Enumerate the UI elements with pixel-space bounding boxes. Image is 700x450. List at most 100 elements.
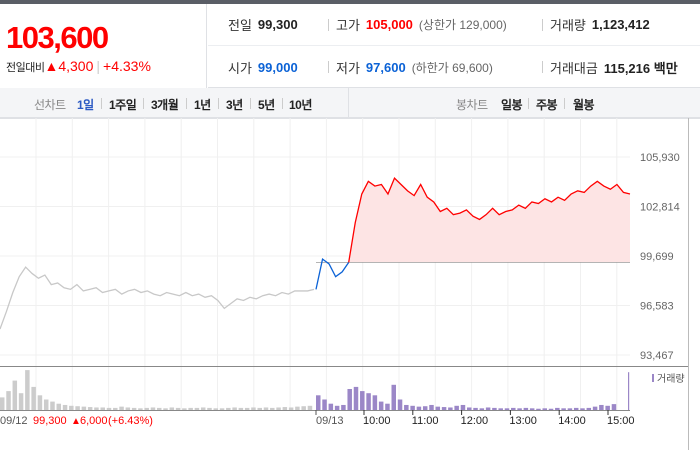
- volume-bar-today: [328, 403, 334, 410]
- volume-bar-prev: [213, 408, 219, 410]
- tab-daily-candle[interactable]: 일봉: [501, 98, 523, 112]
- volume-bar-prev: [301, 406, 306, 410]
- volume-bar-today: [479, 408, 485, 410]
- volume-bar-prev: [307, 405, 313, 410]
- today-down-line: [315, 258, 350, 290]
- volume-bar-prev: [150, 407, 156, 410]
- volume-bar-prev: [62, 404, 68, 410]
- x-tick-label: 11:00: [412, 415, 439, 427]
- y-tick-label: 99,699: [640, 251, 674, 263]
- volume-bar-today: [334, 405, 340, 410]
- amount-value: 115,216 백만: [603, 60, 678, 76]
- quote-summary: 103,600 전일대비▲4,300 | +4.33%: [0, 4, 207, 88]
- volume-bar-today: [561, 408, 566, 410]
- high-value: 105,000: [365, 17, 413, 32]
- volume-bar-today: [435, 406, 441, 410]
- x-tick-label: 10:00: [363, 415, 391, 427]
- current-price: 103,600: [6, 20, 109, 55]
- today-up-line: [348, 176, 631, 263]
- tab-3year[interactable]: 3년: [226, 98, 243, 112]
- volume-bar-prev: [87, 407, 93, 410]
- y-tick-label: 102,814: [640, 202, 680, 214]
- volume-bar-today: [523, 407, 529, 410]
- volume-bar-today: [347, 389, 352, 410]
- tab-monthly-candle[interactable]: 월봉: [573, 98, 595, 112]
- volume-bar-prev: [244, 407, 250, 410]
- volume-bar-today: [341, 404, 346, 410]
- volume-bar-prev: [169, 407, 175, 410]
- volume-bar-today: [511, 407, 516, 410]
- top-border: [0, 0, 700, 4]
- volume-bar-prev: [276, 407, 281, 410]
- volume-bar-prev: [106, 407, 112, 410]
- volume-bar-prev: [270, 407, 275, 410]
- tab-1year[interactable]: 1년: [194, 98, 211, 112]
- volume-bar-today: [429, 404, 434, 410]
- tab-weekly-candle[interactable]: 주봉: [536, 98, 558, 112]
- volume-bar-today: [498, 408, 503, 410]
- line-chart-label: 선차트: [34, 98, 66, 112]
- volume-bar-prev: [200, 407, 206, 410]
- volume-bar-prev: [69, 405, 74, 410]
- tab-1day[interactable]: 1일: [77, 98, 94, 112]
- volume-bar-today: [599, 404, 604, 410]
- today-date: 09/13: [316, 415, 344, 427]
- volume-bar-today: [360, 391, 365, 410]
- volume-bar-today: [567, 408, 573, 410]
- volume-bar-prev: [125, 407, 131, 410]
- price-chart: 105,930 102,814 99,699 96,583 93,467 거래량 09/12…: [0, 118, 700, 450]
- volume-bar-prev: [31, 386, 36, 410]
- volume-bar-today: [448, 407, 453, 410]
- low-label: 저가: [336, 60, 360, 76]
- prev-day-line: [0, 266, 315, 330]
- tab-5year[interactable]: 5년: [258, 98, 275, 112]
- tab-10year[interactable]: 10년: [289, 98, 312, 112]
- volume-bar-today: [517, 408, 522, 410]
- up-arrow-icon: ▲: [71, 416, 81, 427]
- volume-bar-today: [573, 407, 579, 410]
- volume-bar-prev: [163, 408, 168, 410]
- volume-bar-today: [492, 407, 497, 410]
- volume-bar-prev: [219, 408, 225, 410]
- volume-legend-label: 거래량: [657, 373, 685, 385]
- volume-bar-prev: [226, 407, 231, 410]
- volume-bar-today: [611, 404, 617, 410]
- volume-bar-today: [467, 407, 472, 410]
- tab-1week[interactable]: 1주일: [109, 98, 137, 112]
- volume-bar-today: [391, 384, 396, 410]
- volume-bar-today: [454, 405, 459, 410]
- volume-bar-prev: [113, 407, 118, 410]
- change-value: 4,300: [58, 58, 94, 74]
- up-arrow-icon: ▲: [44, 58, 59, 74]
- tab-3month[interactable]: 3개월: [151, 98, 179, 112]
- volume-bar-today: [404, 404, 409, 410]
- volume-bar-prev: [251, 407, 256, 410]
- volume-bar-today: [460, 404, 466, 410]
- volume-bar-today: [372, 395, 378, 410]
- prev-day-date: 09/12: [0, 415, 28, 427]
- y-tick-label: 96,583: [640, 300, 674, 312]
- open-label: 시가: [228, 60, 252, 76]
- volume-bar-prev: [12, 380, 18, 410]
- volume-bar-prev: [295, 406, 300, 410]
- low-value: 97,600: [365, 59, 406, 75]
- volume-bar-prev: [100, 407, 105, 410]
- y-tick-label: 93,467: [640, 350, 674, 362]
- volume-value: 1,123,412: [591, 17, 650, 32]
- volume-bar-today: [353, 386, 359, 410]
- x-tick-label: 12:00: [461, 415, 489, 427]
- volume-bar-prev: [188, 407, 193, 410]
- volume-bar-today: [592, 406, 598, 410]
- volume-bar-prev: [282, 407, 288, 410]
- volume-bar-today: [548, 408, 554, 410]
- volume-bar-prev: [288, 407, 294, 410]
- volume-bar-prev: [81, 406, 87, 410]
- volume-bar-prev: [119, 406, 124, 410]
- prev-close-label: 전일: [228, 18, 252, 33]
- volume-bar-today: [529, 408, 535, 410]
- volume-bar-today: [366, 393, 371, 410]
- volume-bar-today: [473, 407, 478, 410]
- x-tick-label: 15:00: [607, 415, 635, 427]
- volume-bar-today: [580, 408, 585, 410]
- volume-bar-prev: [75, 406, 80, 410]
